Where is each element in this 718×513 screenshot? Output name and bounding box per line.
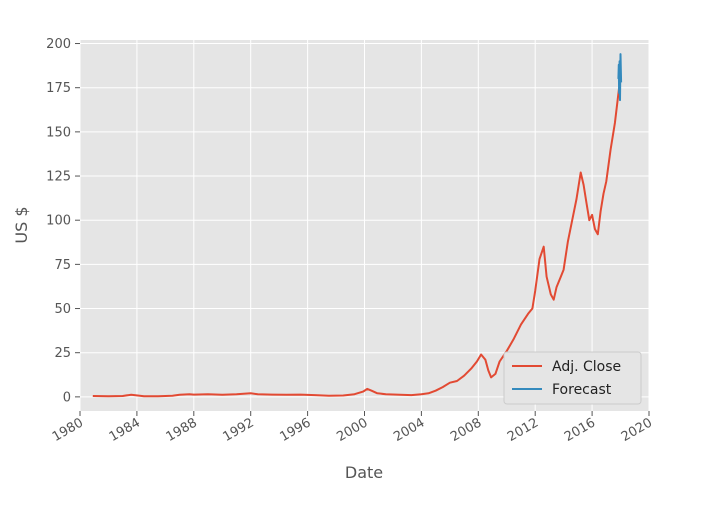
x-tick-label: 2016	[562, 415, 598, 445]
x-tick-label: 1996	[277, 415, 313, 445]
x-tick-label: 1992	[221, 415, 257, 445]
y-tick-label: 0	[63, 390, 71, 405]
legend: Adj. Close Forecast	[503, 351, 642, 405]
grid	[79, 40, 650, 411]
series-line-adj-close	[92, 87, 621, 398]
x-axis: 1980 1984 1988 1992 1996 2000 2004 2008 2012 2016…	[50, 411, 655, 445]
y-tick-label: 25	[54, 346, 71, 361]
x-tick-label: 1980	[50, 415, 86, 445]
y-axis: 0 25 50 75 100 125 150 175 200	[46, 37, 80, 405]
x-tick-label: 2008	[448, 415, 484, 445]
x-tick-label: 2004	[391, 415, 427, 445]
x-tick-label: 1988	[164, 415, 200, 445]
y-tick-label: 75	[54, 258, 71, 273]
x-tick-label: 2000	[334, 415, 370, 445]
y-tick-label: 150	[46, 125, 71, 140]
y-tick-label: 50	[54, 302, 71, 317]
y-tick-label: 125	[46, 170, 71, 185]
y-axis-label: US $	[12, 206, 31, 243]
x-axis-label: Date	[345, 463, 383, 482]
x-tick-label: 2012	[505, 415, 541, 445]
y-tick-label: 175	[46, 81, 71, 96]
series-line-forecast	[617, 53, 623, 102]
legend-label-forecast: Forecast	[552, 382, 612, 398]
x-tick-label: 2020	[619, 415, 655, 445]
y-tick-label: 200	[46, 37, 71, 52]
series-layer	[92, 53, 623, 398]
y-tick-label: 100	[46, 214, 71, 229]
legend-label-adj-close: Adj. Close	[552, 359, 621, 375]
x-tick-label: 1984	[107, 415, 143, 445]
